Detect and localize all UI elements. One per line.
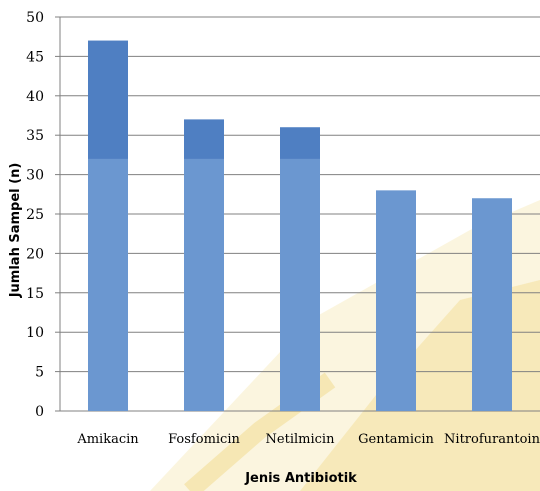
x-tick-label: Gentamicin [358, 432, 434, 447]
bar-top-band [184, 119, 224, 159]
bar-netilmicin [280, 127, 320, 411]
bars [88, 40, 512, 411]
bar-top-band [88, 40, 128, 159]
y-tick-label: 30 [26, 168, 44, 184]
x-tick-label: Nitrofurantoin [444, 432, 540, 447]
y-tick-label: 25 [26, 207, 44, 223]
x-tick-labels: Amikacin Fosfomicin Netilmicin Gentamicin Ni… [76, 432, 540, 447]
y-tick-label: 15 [26, 286, 44, 302]
y-axis-label: Jumlah Sampel (n) [8, 163, 23, 299]
x-tick-label: Amikacin [76, 432, 139, 447]
y-tick-label: 50 [26, 10, 44, 26]
x-tick-label: Netilmicin [266, 432, 336, 447]
y-tick-label: 0 [35, 404, 44, 420]
bar-top-band [280, 127, 320, 159]
x-axis-label: Jenis Antibiotik [244, 471, 357, 486]
y-tick-label: 10 [26, 325, 44, 341]
bar-nitrofurantoin [472, 198, 512, 411]
y-tick-label: 40 [26, 89, 44, 105]
bar-gentamicin [376, 190, 416, 411]
y-tick-labels: 0 5 10 15 20 25 30 35 40 45 50 [26, 10, 44, 420]
y-tick-label: 20 [26, 246, 44, 262]
y-tick-label: 5 [35, 365, 44, 381]
y-tick-label: 45 [26, 49, 44, 65]
x-tick-label: Fosfomicin [168, 432, 240, 447]
y-tick-label: 35 [26, 128, 44, 144]
bar-fosfomicin [184, 119, 224, 411]
